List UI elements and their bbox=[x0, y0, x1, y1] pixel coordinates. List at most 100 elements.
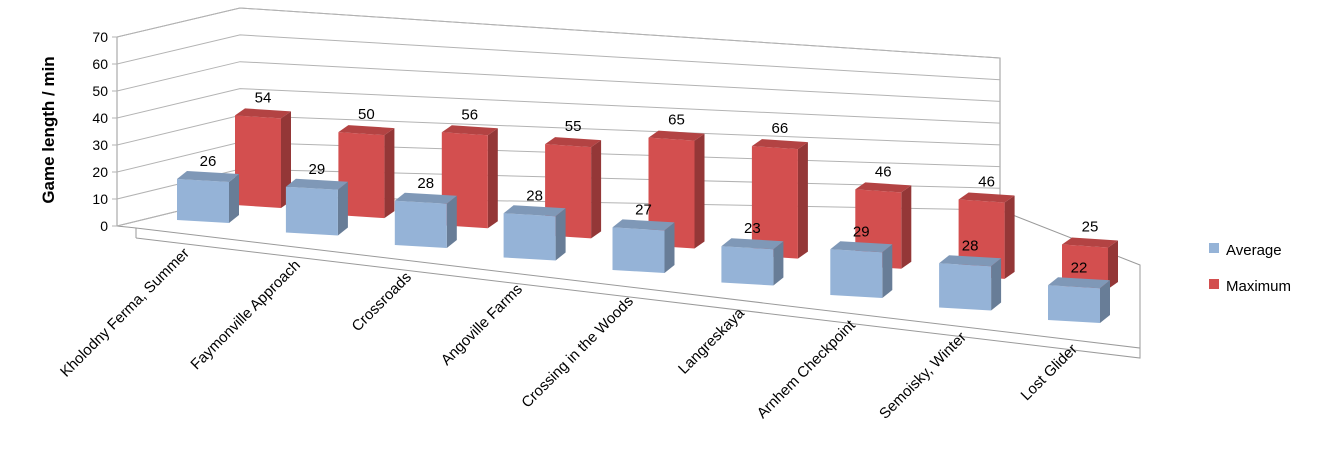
data-label-average: 28 bbox=[417, 175, 434, 192]
data-label-maximum: 25 bbox=[1082, 219, 1099, 236]
y-tick-label: 30 bbox=[92, 137, 108, 153]
x-category-label: Langreskaya bbox=[675, 304, 748, 377]
x-category-label: Faymonville Approach bbox=[187, 257, 303, 373]
bar-front bbox=[503, 213, 556, 261]
bars: 54 50 56 55 65 66 46 46 25 26 29 28 28 27 23 29 28 22 bbox=[177, 89, 1118, 323]
bar-top bbox=[441, 125, 498, 136]
data-label-average: 22 bbox=[1071, 259, 1088, 276]
bar-top bbox=[338, 125, 395, 136]
bar-top bbox=[235, 108, 291, 119]
bar-average-4 bbox=[612, 219, 675, 273]
bar-top bbox=[958, 192, 1015, 203]
gridline bbox=[116, 61, 1001, 102]
bar-maximum-0 bbox=[235, 108, 291, 208]
bar-top bbox=[751, 139, 808, 150]
bar-side bbox=[694, 133, 705, 249]
bar-average-3 bbox=[503, 205, 566, 261]
bar-side bbox=[901, 185, 912, 269]
x-category-label: Semoisky, Winter bbox=[876, 329, 970, 423]
y-tick-label: 60 bbox=[92, 56, 108, 72]
floor-front-edge bbox=[135, 237, 1141, 359]
bar-average-5 bbox=[721, 238, 784, 286]
bar-front bbox=[285, 186, 338, 236]
data-label-maximum: 56 bbox=[461, 106, 478, 123]
data-label-maximum: 55 bbox=[565, 118, 582, 135]
gridline bbox=[116, 88, 1001, 124]
bar-side bbox=[664, 222, 675, 273]
bar-maximum-1 bbox=[338, 125, 395, 219]
bar-side bbox=[591, 140, 602, 239]
bar-top bbox=[939, 255, 1002, 267]
bar-top bbox=[830, 241, 893, 253]
bar-maximum-5 bbox=[751, 139, 808, 259]
y-tick-label: 50 bbox=[92, 83, 108, 99]
bar-side bbox=[446, 195, 457, 248]
bar-side bbox=[797, 142, 808, 259]
x-category-label: Crossing in the Woods bbox=[518, 293, 637, 412]
bar-top bbox=[648, 130, 705, 141]
x-category-label: Arnhem Checkpoint bbox=[754, 316, 860, 422]
legend-swatch-average bbox=[1209, 243, 1219, 253]
data-label-average: 27 bbox=[635, 201, 652, 218]
bar-front bbox=[1048, 285, 1100, 323]
data-label-average: 28 bbox=[526, 187, 543, 204]
data-label-average: 26 bbox=[200, 153, 217, 170]
bar-top bbox=[1062, 237, 1118, 248]
bar-average-1 bbox=[285, 178, 348, 236]
bar-side bbox=[1100, 280, 1110, 323]
gridline bbox=[116, 34, 1001, 81]
bar-side bbox=[882, 244, 893, 298]
bar-front bbox=[235, 115, 281, 208]
bar-top bbox=[855, 182, 912, 193]
bar-front bbox=[648, 137, 695, 249]
bar-maximum-4 bbox=[648, 130, 705, 249]
bar-side bbox=[773, 241, 784, 286]
bar-side bbox=[1108, 240, 1118, 289]
x-category-label: Angoville Farms bbox=[438, 281, 526, 369]
bar-side bbox=[229, 174, 239, 223]
bar-average-2 bbox=[394, 192, 457, 248]
legend-label-average: Average bbox=[1226, 242, 1282, 259]
bar-side bbox=[1004, 195, 1015, 279]
bar-front bbox=[612, 227, 665, 273]
bar-side bbox=[337, 181, 348, 236]
bar-front bbox=[177, 179, 229, 223]
y-axis-ticks: 0 10 20 30 40 50 60 70 bbox=[92, 29, 108, 234]
data-label-average: 28 bbox=[962, 237, 979, 254]
gridline bbox=[116, 7, 1001, 59]
bar-side bbox=[555, 208, 566, 261]
bar-side bbox=[281, 111, 291, 208]
bar-side bbox=[487, 128, 498, 229]
data-label-average: 29 bbox=[853, 223, 870, 240]
x-category-label: Lost Glider bbox=[1018, 341, 1081, 404]
bar-front bbox=[1062, 244, 1108, 289]
y-axis-title: Game length / min bbox=[39, 56, 58, 203]
bar-top bbox=[503, 205, 566, 217]
data-label-maximum: 46 bbox=[875, 163, 892, 180]
x-category-label: Kholodny Ferma, Summer bbox=[57, 245, 193, 381]
y-tick-label: 70 bbox=[92, 29, 108, 45]
data-label-maximum: 66 bbox=[772, 120, 789, 137]
bar-top bbox=[612, 219, 675, 231]
data-label-maximum: 46 bbox=[978, 174, 995, 191]
bar-average-7 bbox=[939, 255, 1002, 311]
bar-front bbox=[721, 246, 774, 286]
y-tick-label: 0 bbox=[100, 218, 108, 234]
bar-side bbox=[384, 128, 395, 219]
x-category-label: Crossroads bbox=[349, 269, 415, 335]
y-tick-label: 40 bbox=[92, 110, 108, 126]
bar-side bbox=[991, 258, 1002, 311]
bar-maximum-8 bbox=[1062, 237, 1118, 289]
data-label-average: 23 bbox=[744, 220, 761, 237]
data-label-maximum: 50 bbox=[358, 106, 375, 123]
bar-top bbox=[285, 178, 348, 190]
bar-front bbox=[394, 200, 447, 248]
bar-average-6 bbox=[830, 241, 893, 298]
bar-average-0 bbox=[177, 171, 239, 223]
data-label-maximum: 54 bbox=[255, 89, 272, 106]
bar-front bbox=[830, 249, 883, 298]
data-label-maximum: 65 bbox=[668, 112, 685, 129]
y-tick-label: 10 bbox=[92, 191, 108, 207]
